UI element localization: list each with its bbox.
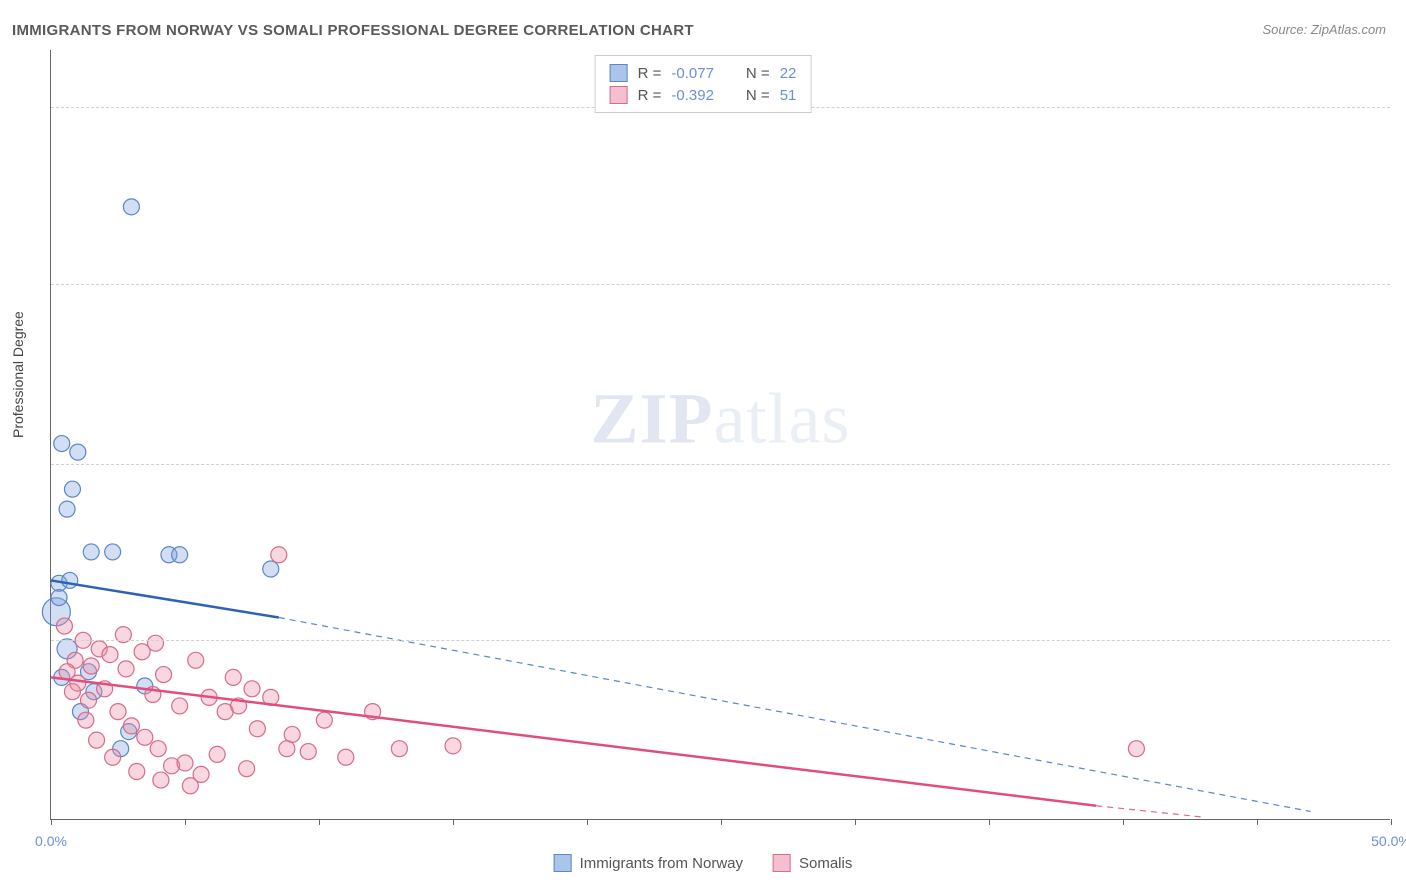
scatter-point	[239, 761, 255, 777]
x-tick	[587, 819, 588, 825]
gridline-h	[51, 464, 1390, 465]
legend-correlation-row: R = -0.392 N = 51	[610, 84, 797, 106]
scatter-point	[78, 712, 94, 728]
legend-swatch	[610, 64, 628, 82]
scatter-point	[83, 544, 99, 560]
r-value: -0.392	[671, 87, 714, 104]
regression-line-solid	[51, 580, 279, 617]
x-tick	[989, 819, 990, 825]
x-tick-label: 0.0%	[35, 833, 67, 849]
chart-title: IMMIGRANTS FROM NORWAY VS SOMALI PROFESS…	[12, 22, 694, 39]
scatter-point	[83, 658, 99, 674]
r-label: R =	[638, 87, 662, 104]
n-label: N =	[746, 65, 770, 82]
x-tick	[453, 819, 454, 825]
x-tick	[319, 819, 320, 825]
scatter-point	[56, 618, 72, 634]
scatter-point	[105, 544, 121, 560]
scatter-point	[64, 684, 80, 700]
y-tick-label: 12.5%	[1395, 456, 1406, 472]
scatter-point	[51, 590, 67, 606]
scatter-point	[123, 199, 139, 215]
legend-series-item: Immigrants from Norway	[554, 854, 743, 872]
scatter-point	[118, 661, 134, 677]
gridline-h	[51, 640, 1390, 641]
x-tick	[185, 819, 186, 825]
scatter-point	[271, 547, 287, 563]
scatter-point	[284, 726, 300, 742]
scatter-point	[105, 749, 121, 765]
scatter-point	[172, 547, 188, 563]
scatter-point	[182, 778, 198, 794]
x-tick	[1123, 819, 1124, 825]
source-attribution: Source: ZipAtlas.com	[1262, 22, 1386, 37]
scatter-point	[263, 561, 279, 577]
scatter-point	[153, 772, 169, 788]
n-value: 51	[780, 87, 797, 104]
legend-series-label: Somalis	[799, 855, 852, 872]
scatter-point	[150, 741, 166, 757]
y-tick-label: 25.0%	[1395, 99, 1406, 115]
scatter-point	[1128, 741, 1144, 757]
x-tick	[721, 819, 722, 825]
scatter-point	[445, 738, 461, 754]
x-tick-label: 50.0%	[1371, 833, 1406, 849]
x-tick	[1391, 819, 1392, 825]
scatter-point	[156, 667, 172, 683]
scatter-point	[279, 741, 295, 757]
scatter-point	[391, 741, 407, 757]
scatter-point	[316, 712, 332, 728]
n-value: 22	[780, 65, 797, 82]
scatter-point	[102, 647, 118, 663]
scatter-point	[148, 635, 164, 651]
scatter-point	[129, 764, 145, 780]
scatter-point	[110, 704, 126, 720]
scatter-point	[62, 572, 78, 588]
legend-correlation: R = -0.077 N = 22 R = -0.392 N = 51	[595, 55, 812, 113]
scatter-point	[209, 746, 225, 762]
gridline-h	[51, 284, 1390, 285]
y-tick-label: 18.8%	[1395, 276, 1406, 292]
regression-line-dashed	[1096, 806, 1203, 817]
x-tick	[51, 819, 52, 825]
scatter-point	[177, 755, 193, 771]
legend-series-label: Immigrants from Norway	[580, 855, 743, 872]
scatter-point	[54, 436, 70, 452]
scatter-point	[225, 669, 241, 685]
scatter-point	[188, 652, 204, 668]
scatter-point	[59, 664, 75, 680]
legend-swatch	[610, 86, 628, 104]
legend-swatch	[554, 854, 572, 872]
scatter-point	[89, 732, 105, 748]
x-tick	[855, 819, 856, 825]
scatter-point	[137, 729, 153, 745]
legend-swatch	[773, 854, 791, 872]
y-axis-label: Professional Degree	[10, 311, 26, 438]
legend-series-item: Somalis	[773, 854, 852, 872]
scatter-point	[64, 481, 80, 497]
scatter-point	[338, 749, 354, 765]
scatter-point	[70, 444, 86, 460]
r-label: R =	[638, 65, 662, 82]
chart-svg	[51, 50, 1390, 819]
scatter-point	[59, 501, 75, 517]
scatter-point	[123, 718, 139, 734]
scatter-point	[300, 744, 316, 760]
scatter-point	[81, 692, 97, 708]
x-tick	[1257, 819, 1258, 825]
scatter-point	[249, 721, 265, 737]
plot-area: ZIPatlas 6.3%12.5%18.8%25.0%0.0%50.0%	[50, 50, 1390, 820]
r-value: -0.077	[671, 65, 714, 82]
scatter-point	[172, 698, 188, 714]
legend-correlation-row: R = -0.077 N = 22	[610, 62, 797, 84]
n-label: N =	[746, 87, 770, 104]
regression-line-dashed	[279, 618, 1311, 812]
y-tick-label: 6.3%	[1395, 632, 1406, 648]
scatter-point	[244, 681, 260, 697]
legend-series: Immigrants from Norway Somalis	[554, 854, 853, 872]
